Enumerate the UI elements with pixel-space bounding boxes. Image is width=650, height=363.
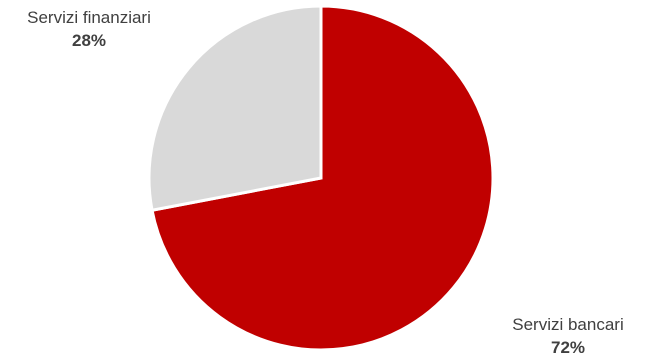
data-label-category: Servizi finanziari bbox=[27, 8, 151, 27]
data-label-percent: 72% bbox=[550, 338, 586, 357]
data-label-percent: 28% bbox=[71, 31, 107, 50]
pie-slice-servizi-finanziari bbox=[147, 4, 323, 212]
data-label-category: Servizi bancari bbox=[512, 315, 624, 334]
data-label-servizi-finanziari: Servizi finanziari 28% bbox=[0, 6, 178, 52]
data-label-servizi-bancari: Servizi bancari 72% bbox=[486, 313, 650, 359]
pie-slice-servizi-bancari bbox=[150, 4, 495, 352]
